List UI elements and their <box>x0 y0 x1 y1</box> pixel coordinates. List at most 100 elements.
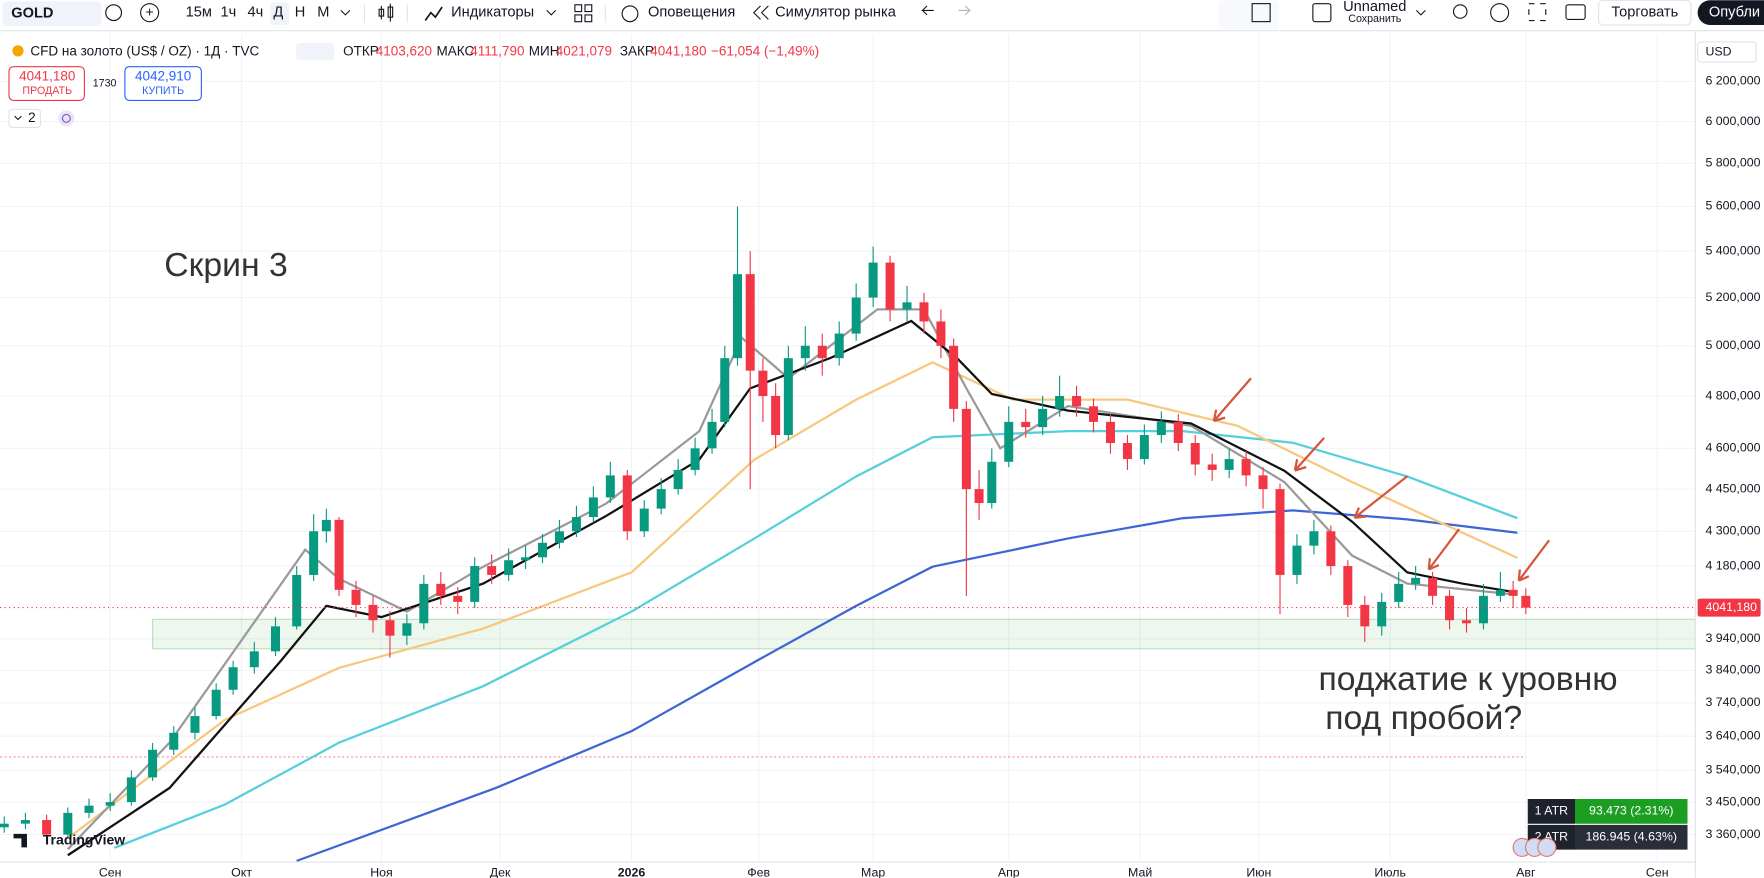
logo-mark <box>13 833 27 848</box>
candle-body <box>690 448 700 470</box>
interval[interactable]: 1ч <box>221 4 237 20</box>
candle-body <box>1343 566 1353 605</box>
replay-icon[interactable] <box>752 5 769 20</box>
settings-icon[interactable] <box>1490 3 1510 23</box>
candle-body <box>1055 396 1065 409</box>
y-tick-label: 5 600,000 <box>1706 199 1761 213</box>
indicators-toggle[interactable] <box>8 108 42 128</box>
x-tick-label: Июль <box>1374 866 1406 878</box>
arrows <box>1212 377 1551 582</box>
candle-body <box>1309 531 1319 546</box>
sell-label[interactable]: ПРОДАТЬ <box>22 85 72 97</box>
candle-body <box>211 689 221 717</box>
buy-label[interactable]: КУПИТЬ <box>142 85 184 97</box>
candle-body <box>571 517 581 532</box>
trade[interactable]: Торговать <box>1611 4 1678 20</box>
candle-body <box>1173 421 1183 444</box>
publish[interactable]: Опубли <box>1709 4 1760 20</box>
x-tick-label: Фев <box>747 866 770 878</box>
replay[interactable]: Симулятор рынка <box>775 4 897 20</box>
flags <box>1512 837 1557 857</box>
interval[interactable]: 4ч <box>248 4 264 20</box>
interval[interactable]: М <box>317 4 329 20</box>
trade-btn-bg[interactable] <box>1598 0 1692 26</box>
high-label: МАКС <box>437 44 475 59</box>
layout-name[interactable]: Unnamed <box>1343 0 1406 15</box>
low-value: 4021,079 <box>556 44 612 59</box>
candle-body <box>1326 531 1336 567</box>
dropdown[interactable] <box>340 9 351 16</box>
atr-label: 1 ATR <box>1535 804 1569 818</box>
y-tick-label: 3 940,000 <box>1706 631 1761 645</box>
search-icon[interactable] <box>1452 4 1468 19</box>
save[interactable]: Сохранить <box>1348 13 1401 25</box>
templates[interactable] <box>574 4 593 23</box>
legend: CFD на золото (US$ / OZ) · 1Д · TVC ОТКР… <box>8 43 819 128</box>
candle-body <box>487 566 497 575</box>
undo[interactable] <box>921 5 934 16</box>
candle-body <box>622 475 632 532</box>
y-tick-label: 4 300,000 <box>1706 524 1761 538</box>
alerts[interactable]: Оповещения <box>648 4 735 20</box>
y-tick-label: 3 840,000 <box>1706 663 1761 677</box>
candle-body <box>228 667 238 690</box>
currency-box[interactable] <box>1697 41 1757 63</box>
legend-title: CFD на золото (US$ / OZ) · 1Д · TVC <box>30 44 259 59</box>
fullscreen[interactable] <box>1528 3 1547 22</box>
x-tick-label: Сен <box>1646 866 1669 878</box>
x-tick-label: Сен <box>99 866 122 878</box>
y-tick-label: 4 600,000 <box>1706 441 1761 455</box>
atr-label-bg <box>1527 799 1575 824</box>
layout-icon[interactable] <box>1312 3 1332 23</box>
legend-toggle[interactable] <box>295 43 335 60</box>
interval-active[interactable]: Д <box>273 4 283 20</box>
interval-active-bg <box>270 2 290 25</box>
alerts-icon[interactable] <box>621 5 639 23</box>
redo[interactable] <box>958 5 972 16</box>
moving-average <box>67 361 1518 840</box>
event-flag[interactable] <box>1537 837 1557 857</box>
change: −61,054 (−1,49%) <box>711 44 819 59</box>
candle-body <box>1105 421 1115 444</box>
sell-price[interactable]: 4041,180 <box>19 68 75 83</box>
chart-type[interactable] <box>378 3 394 22</box>
y-tick-label: 5 400,000 <box>1706 243 1761 257</box>
candle-body <box>783 358 793 436</box>
candle-body <box>1072 396 1082 407</box>
interval[interactable]: 15м <box>186 4 212 20</box>
moving-average <box>67 319 1518 857</box>
add-symbol[interactable] <box>140 3 160 23</box>
select-tool[interactable] <box>1251 3 1271 23</box>
arrow <box>1212 377 1252 423</box>
candle-body <box>1394 583 1404 602</box>
candle-body <box>20 820 30 824</box>
symbol[interactable]: GOLD <box>11 6 53 22</box>
buy-price[interactable]: 4042,910 <box>135 68 191 83</box>
dropdown[interactable] <box>546 9 557 16</box>
candle-body <box>745 274 755 371</box>
moving-average <box>296 509 1518 862</box>
sell-button[interactable] <box>8 66 85 101</box>
dropdown[interactable] <box>1415 9 1426 16</box>
currency[interactable]: USD <box>1706 44 1732 58</box>
last-price-label: 4041,180 <box>1706 600 1758 614</box>
indicators-icon[interactable] <box>424 6 443 21</box>
candle-body <box>334 519 344 590</box>
symbol-icon[interactable] <box>105 4 123 22</box>
sync-icon[interactable] <box>58 110 75 127</box>
candle-body <box>949 345 959 409</box>
indicators[interactable]: Индикаторы <box>451 4 534 20</box>
symbol-box[interactable] <box>2 1 102 27</box>
interval[interactable]: Н <box>295 4 306 20</box>
candle-body <box>1377 601 1387 627</box>
arrow <box>1353 475 1409 519</box>
snapshot[interactable] <box>1565 4 1586 20</box>
buy-button[interactable] <box>124 66 202 101</box>
candle-body <box>639 508 649 532</box>
candle-body <box>588 497 598 518</box>
y-tick-label: 6 200,000 <box>1706 74 1761 88</box>
candle-body <box>1004 421 1014 462</box>
publish-btn[interactable] <box>1697 0 1764 25</box>
candle-body <box>936 321 946 346</box>
candle-body <box>1156 421 1166 436</box>
